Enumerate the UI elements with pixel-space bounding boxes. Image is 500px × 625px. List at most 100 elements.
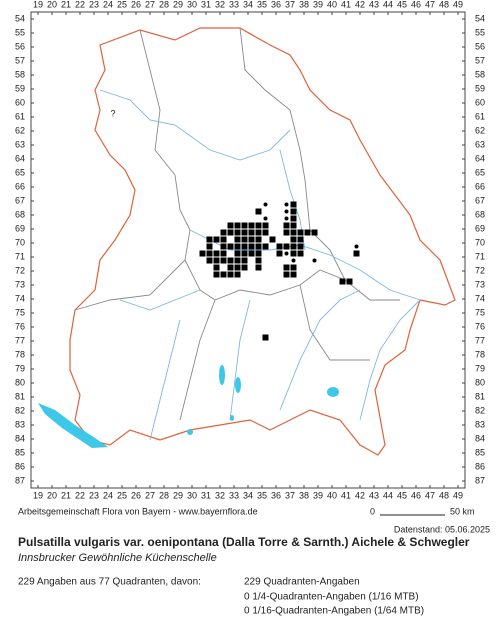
record-square (290, 201, 297, 208)
record-dot (284, 251, 289, 256)
column-label: 49 (453, 0, 463, 9)
column-label: 46 (411, 0, 421, 9)
column-label: 19 (33, 0, 43, 9)
row-label: 70 (475, 237, 485, 247)
column-label: 32 (215, 0, 225, 9)
record-dot (263, 216, 268, 221)
record-square (227, 271, 234, 278)
row-label: 78 (475, 349, 485, 359)
column-label: 46 (411, 490, 421, 500)
record-square (227, 257, 234, 264)
count-line: 0 1/4-Quadranten-Angaben (1/16 MTB) (244, 592, 419, 603)
column-label: 38 (299, 0, 309, 9)
row-label: 77 (15, 335, 25, 345)
record-square (213, 271, 220, 278)
row-label: 77 (475, 335, 485, 345)
row-label: 85 (15, 447, 25, 457)
column-label: 29 (173, 490, 183, 500)
row-label: 67 (15, 195, 25, 205)
column-label: 39 (313, 0, 323, 9)
record-square (227, 229, 234, 236)
row-label: 82 (15, 405, 25, 415)
summary: 229 Angaben aus 77 Quadranten, davon: (18, 577, 201, 588)
row-label: 73 (475, 279, 485, 289)
count-line: 229 Quadranten-Angaben (244, 577, 360, 588)
row-label: 62 (15, 125, 25, 135)
record-dot (284, 216, 289, 221)
column-label: 22 (75, 0, 85, 9)
record-square (290, 271, 297, 278)
record-square (290, 243, 297, 250)
record-square (290, 215, 297, 222)
column-label: 32 (215, 490, 225, 500)
column-label: 43 (369, 490, 379, 500)
row-label: 57 (15, 55, 25, 65)
state-border (69, 27, 456, 456)
column-label: 35 (257, 490, 267, 500)
row-label: 69 (15, 223, 25, 233)
record-square (213, 236, 220, 243)
row-label: 76 (15, 321, 25, 331)
unknown-marker: ? (110, 108, 115, 118)
column-label: 41 (341, 0, 351, 9)
row-label: 84 (475, 433, 485, 443)
record-square (353, 250, 360, 257)
record-square (220, 243, 227, 250)
row-label: 59 (15, 83, 25, 93)
record-square (206, 236, 213, 243)
record-dot (312, 258, 317, 263)
record-square (241, 229, 248, 236)
record-square (241, 243, 248, 250)
record-square (297, 243, 304, 250)
column-label: 20 (47, 490, 57, 500)
record-square (241, 222, 248, 229)
column-label: 28 (159, 0, 169, 9)
row-label: 76 (475, 321, 485, 331)
row-label: 65 (15, 167, 25, 177)
lakes (38, 365, 339, 448)
record-square (227, 264, 234, 271)
row-label: 74 (15, 293, 25, 303)
record-square (234, 250, 241, 257)
column-label: 20 (47, 0, 57, 9)
column-label: 35 (257, 0, 267, 9)
row-label: 81 (15, 391, 25, 401)
column-label: 34 (243, 490, 253, 500)
record-dot (291, 258, 296, 263)
column-label: 38 (299, 490, 309, 500)
column-label: 36 (271, 0, 281, 9)
column-label: 36 (271, 490, 281, 500)
row-label: 57 (475, 55, 485, 65)
record-square (220, 257, 227, 264)
record-dot (284, 209, 289, 214)
column-label: 25 (117, 0, 127, 9)
record-square (234, 257, 241, 264)
count-line: 0 1/16-Quadranten-Angaben (1/64 MTB) (244, 606, 424, 617)
record-square (283, 229, 290, 236)
column-label: 27 (145, 0, 155, 9)
record-square (290, 208, 297, 215)
column-label: 48 (439, 490, 449, 500)
record-square (241, 264, 248, 271)
column-label: 37 (285, 0, 295, 9)
record-dot (354, 244, 359, 249)
record-square (234, 229, 241, 236)
row-label: 62 (475, 125, 485, 135)
record-square (213, 257, 220, 264)
record-square (339, 278, 346, 285)
column-label: 40 (327, 0, 337, 9)
record-square (234, 271, 241, 278)
record-square (248, 222, 255, 229)
column-label: 21 (61, 0, 71, 9)
record-square (255, 250, 262, 257)
record-square (283, 271, 290, 278)
row-label: 58 (15, 69, 25, 79)
row-label: 63 (475, 139, 485, 149)
column-label: 26 (131, 0, 141, 9)
row-label: 66 (15, 181, 25, 191)
column-label: 47 (425, 490, 435, 500)
column-label: 34 (243, 0, 253, 9)
row-label: 56 (475, 41, 485, 51)
record-square (227, 243, 234, 250)
